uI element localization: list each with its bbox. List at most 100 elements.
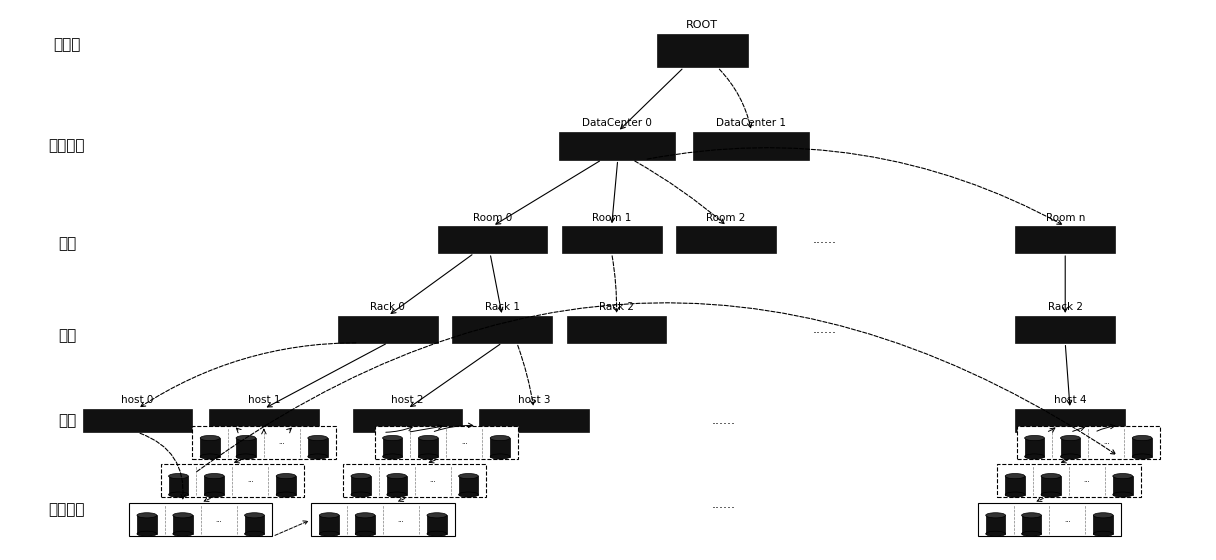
Text: Rack 2: Rack 2: [1048, 302, 1082, 312]
Bar: [83, 409, 192, 432]
Text: ...: ...: [1083, 478, 1091, 483]
Ellipse shape: [1025, 454, 1045, 459]
Bar: [1015, 226, 1115, 253]
Ellipse shape: [320, 513, 339, 518]
Ellipse shape: [236, 454, 255, 459]
Bar: [204, 476, 224, 494]
Ellipse shape: [355, 513, 375, 518]
Text: Rack 2: Rack 2: [599, 302, 634, 312]
Ellipse shape: [383, 454, 402, 459]
Ellipse shape: [204, 492, 224, 497]
Bar: [1015, 316, 1115, 343]
Ellipse shape: [418, 436, 438, 441]
Bar: [676, 226, 776, 253]
Ellipse shape: [1132, 454, 1152, 459]
Bar: [320, 515, 339, 534]
Ellipse shape: [387, 474, 406, 479]
Text: ...: ...: [215, 517, 223, 522]
Ellipse shape: [427, 531, 446, 536]
Bar: [418, 438, 438, 456]
Bar: [375, 426, 518, 459]
Ellipse shape: [1041, 492, 1060, 497]
Text: host 2: host 2: [392, 395, 423, 405]
Ellipse shape: [427, 513, 446, 518]
Ellipse shape: [1113, 474, 1132, 479]
Bar: [387, 476, 406, 494]
Bar: [1113, 476, 1132, 494]
Ellipse shape: [204, 474, 224, 479]
Ellipse shape: [986, 531, 1006, 536]
Bar: [383, 438, 402, 456]
Text: ...: ...: [461, 440, 468, 445]
Text: 主机: 主机: [57, 414, 77, 428]
Ellipse shape: [276, 492, 295, 497]
Bar: [173, 515, 192, 534]
Ellipse shape: [351, 474, 371, 479]
Ellipse shape: [1021, 531, 1041, 536]
Bar: [169, 476, 188, 494]
Ellipse shape: [173, 513, 192, 518]
Ellipse shape: [137, 531, 157, 536]
Text: ......: ......: [812, 323, 837, 336]
Bar: [129, 503, 272, 536]
Text: 数据中心: 数据中心: [49, 138, 85, 153]
Text: host 3: host 3: [518, 395, 550, 405]
Ellipse shape: [418, 454, 438, 459]
Ellipse shape: [201, 454, 220, 459]
Bar: [343, 464, 486, 497]
Text: host 1: host 1: [248, 395, 280, 405]
Ellipse shape: [1093, 513, 1113, 518]
Ellipse shape: [1060, 454, 1080, 459]
Text: ......: ......: [812, 233, 837, 246]
Text: Room 0: Room 0: [473, 213, 512, 223]
Bar: [427, 515, 446, 534]
Bar: [192, 426, 336, 459]
Text: ...: ...: [1103, 440, 1110, 445]
Ellipse shape: [383, 436, 402, 441]
Ellipse shape: [458, 492, 478, 497]
Text: DataCenter 1: DataCenter 1: [716, 118, 786, 128]
Text: ...: ...: [398, 517, 405, 522]
Text: ...: ...: [278, 440, 286, 445]
Text: Room n: Room n: [1046, 213, 1085, 223]
Ellipse shape: [244, 513, 264, 518]
Bar: [1015, 409, 1125, 432]
Text: ...: ...: [429, 478, 437, 483]
Ellipse shape: [490, 436, 510, 441]
Ellipse shape: [137, 513, 157, 518]
Bar: [353, 409, 462, 432]
Bar: [1132, 438, 1152, 456]
Bar: [311, 503, 455, 536]
Bar: [490, 438, 510, 456]
Text: ...: ...: [1064, 517, 1071, 522]
Ellipse shape: [1041, 474, 1060, 479]
Text: ......: ......: [711, 497, 736, 511]
Text: host 4: host 4: [1054, 395, 1086, 405]
Text: host 0: host 0: [122, 395, 153, 405]
Ellipse shape: [351, 492, 371, 497]
Bar: [452, 316, 552, 343]
Ellipse shape: [276, 474, 295, 479]
Ellipse shape: [173, 531, 192, 536]
Bar: [137, 515, 157, 534]
Bar: [351, 476, 371, 494]
Bar: [978, 503, 1121, 536]
Bar: [1025, 438, 1045, 456]
Ellipse shape: [458, 474, 478, 479]
Bar: [338, 316, 438, 343]
Text: ROOT: ROOT: [686, 20, 719, 30]
Ellipse shape: [1006, 492, 1025, 497]
Bar: [1017, 426, 1160, 459]
Bar: [559, 132, 675, 160]
Text: 机房: 机房: [57, 236, 77, 251]
Bar: [562, 226, 662, 253]
Ellipse shape: [355, 531, 375, 536]
Bar: [161, 464, 304, 497]
Ellipse shape: [201, 436, 220, 441]
Ellipse shape: [1060, 436, 1080, 441]
Bar: [1060, 438, 1080, 456]
Text: Rack 0: Rack 0: [371, 302, 405, 312]
Bar: [693, 132, 809, 160]
Bar: [201, 438, 220, 456]
Bar: [657, 34, 748, 67]
